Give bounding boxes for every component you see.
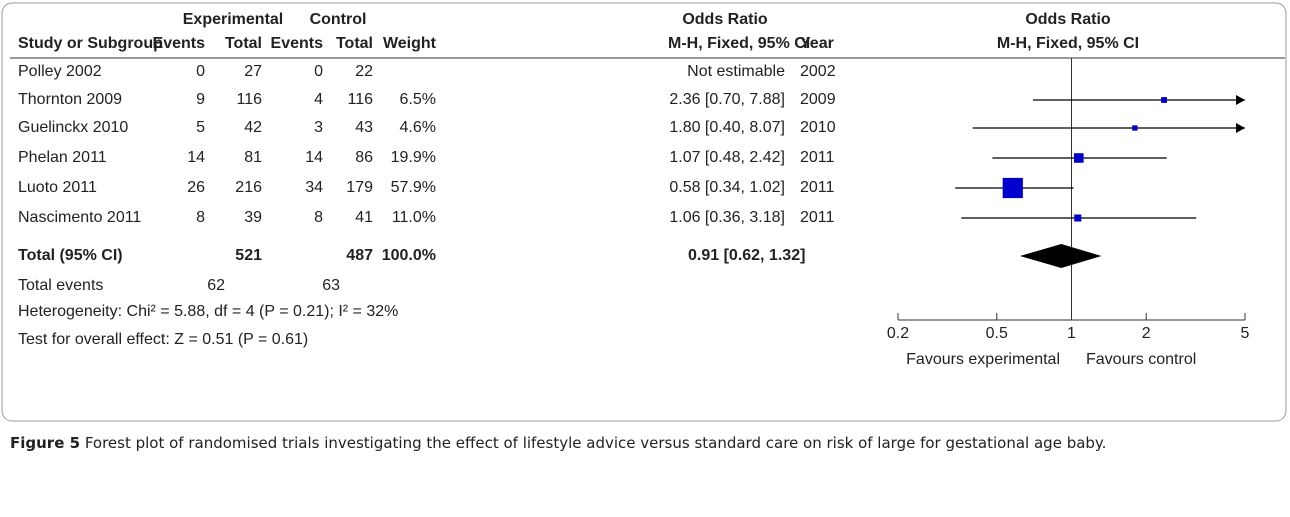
x-tick-label: 5: [1241, 325, 1250, 342]
cell: 14: [305, 149, 323, 166]
cell: Polley 2002: [18, 63, 102, 80]
cell: 4.6%: [400, 119, 436, 136]
footnote: Test for overall effect: Z = 0.51 (P = 0…: [18, 331, 308, 348]
footnote: Heterogeneity: Chi² = 5.88, df = 4 (P = …: [18, 303, 398, 320]
cell: 1.80 [0.40, 8.07]: [669, 119, 785, 136]
cell: 34: [305, 179, 323, 196]
point-estimate: [1074, 214, 1082, 222]
cell: 3: [314, 119, 323, 136]
cell: 2010: [800, 119, 836, 136]
plot-subtitle: M-H, Fixed, 95% CI: [997, 35, 1139, 52]
ci-arrow: [1236, 95, 1245, 105]
cell: 6.5%: [400, 91, 436, 108]
cell: 43: [355, 119, 373, 136]
cell: 26: [187, 179, 205, 196]
column-header: M-H, Fixed, 95% CI: [668, 35, 810, 52]
column-header: Total: [225, 35, 262, 52]
cell: 14: [187, 149, 205, 166]
figure: Odds Ratio M-H, Fixed, 95% CI Experiment…: [1, 2, 1287, 422]
cell: 63: [322, 277, 340, 294]
point-estimate: [1161, 97, 1167, 103]
caption-label: Figure 5: [10, 434, 81, 452]
favours-right: Favours control: [1086, 351, 1196, 368]
cell: 57.9%: [391, 179, 436, 196]
point-estimate: [1074, 153, 1084, 163]
total-diamond: [1019, 244, 1102, 268]
cell: 521: [235, 247, 262, 264]
cell: Phelan 2011: [18, 149, 107, 166]
cell: Total (95% CI): [18, 247, 123, 264]
column-header: Total: [336, 35, 373, 52]
caption-text: Forest plot of randomised trials investi…: [80, 434, 1107, 452]
point-estimate: [1002, 177, 1023, 199]
group-header: Odds Ratio: [682, 11, 768, 28]
cell: 216: [235, 179, 262, 196]
cell: 487: [346, 247, 373, 264]
cell: 39: [244, 209, 262, 226]
cell: Nascimento 2011: [18, 209, 141, 226]
cell: 81: [244, 149, 262, 166]
cell: 86: [355, 149, 373, 166]
cell: 2011: [800, 209, 835, 226]
cell: 8: [196, 209, 205, 226]
cell: 41: [355, 209, 373, 226]
cell: Total events: [18, 277, 103, 294]
cell: 1.07 [0.48, 2.42]: [669, 149, 785, 166]
column-header: Year: [800, 35, 834, 52]
column-header: Weight: [383, 35, 437, 52]
cell: Guelinckx 2010: [18, 119, 128, 136]
cell: 0.91 [0.62, 1.32]: [688, 247, 805, 264]
cell: 2009: [800, 91, 836, 108]
column-header: Study or Subgroup: [18, 35, 163, 52]
cell: 2011: [800, 179, 835, 196]
frame: [1, 2, 1287, 422]
cell: Thornton 2009: [18, 91, 122, 108]
cell: 1.06 [0.36, 3.18]: [669, 209, 785, 226]
cell: 0: [196, 63, 205, 80]
cell: 0: [314, 63, 323, 80]
x-tick-label: 2: [1142, 325, 1151, 342]
cell: 8: [314, 209, 323, 226]
favours-left: Favours experimental: [906, 351, 1060, 368]
cell: 2002: [800, 63, 836, 80]
caption: Figure 5 Forest plot of randomised trial…: [10, 430, 1280, 456]
ci-arrow: [1236, 123, 1245, 133]
x-tick-label: 1: [1067, 325, 1076, 342]
cell: 100.0%: [382, 247, 436, 264]
cell: 62: [207, 277, 225, 294]
cell: 5: [196, 119, 205, 136]
plot-title: Odds Ratio: [1025, 11, 1111, 28]
cell: 2011: [800, 149, 835, 166]
cell: Luoto 2011: [18, 179, 97, 196]
cell: 19.9%: [391, 149, 436, 166]
cell: 27: [244, 63, 262, 80]
x-tick-label: 0.5: [986, 325, 1008, 342]
column-header: Events: [271, 35, 324, 52]
cell: 179: [346, 179, 373, 196]
cell: 4: [314, 91, 323, 108]
column-header: Events: [153, 35, 206, 52]
group-header: Experimental: [183, 11, 283, 28]
cell: 42: [244, 119, 262, 136]
cell: 22: [355, 63, 373, 80]
group-header: Control: [310, 11, 367, 28]
cell: 2.36 [0.70, 7.88]: [669, 91, 785, 108]
cell: 0.58 [0.34, 1.02]: [669, 179, 785, 196]
cell: 11.0%: [392, 209, 436, 226]
cell: 9: [196, 91, 205, 108]
cell: Not estimable: [687, 63, 785, 80]
cell: 116: [347, 91, 373, 108]
point-estimate: [1132, 125, 1138, 131]
cell: 116: [236, 91, 262, 108]
x-tick-label: 0.2: [887, 325, 909, 342]
